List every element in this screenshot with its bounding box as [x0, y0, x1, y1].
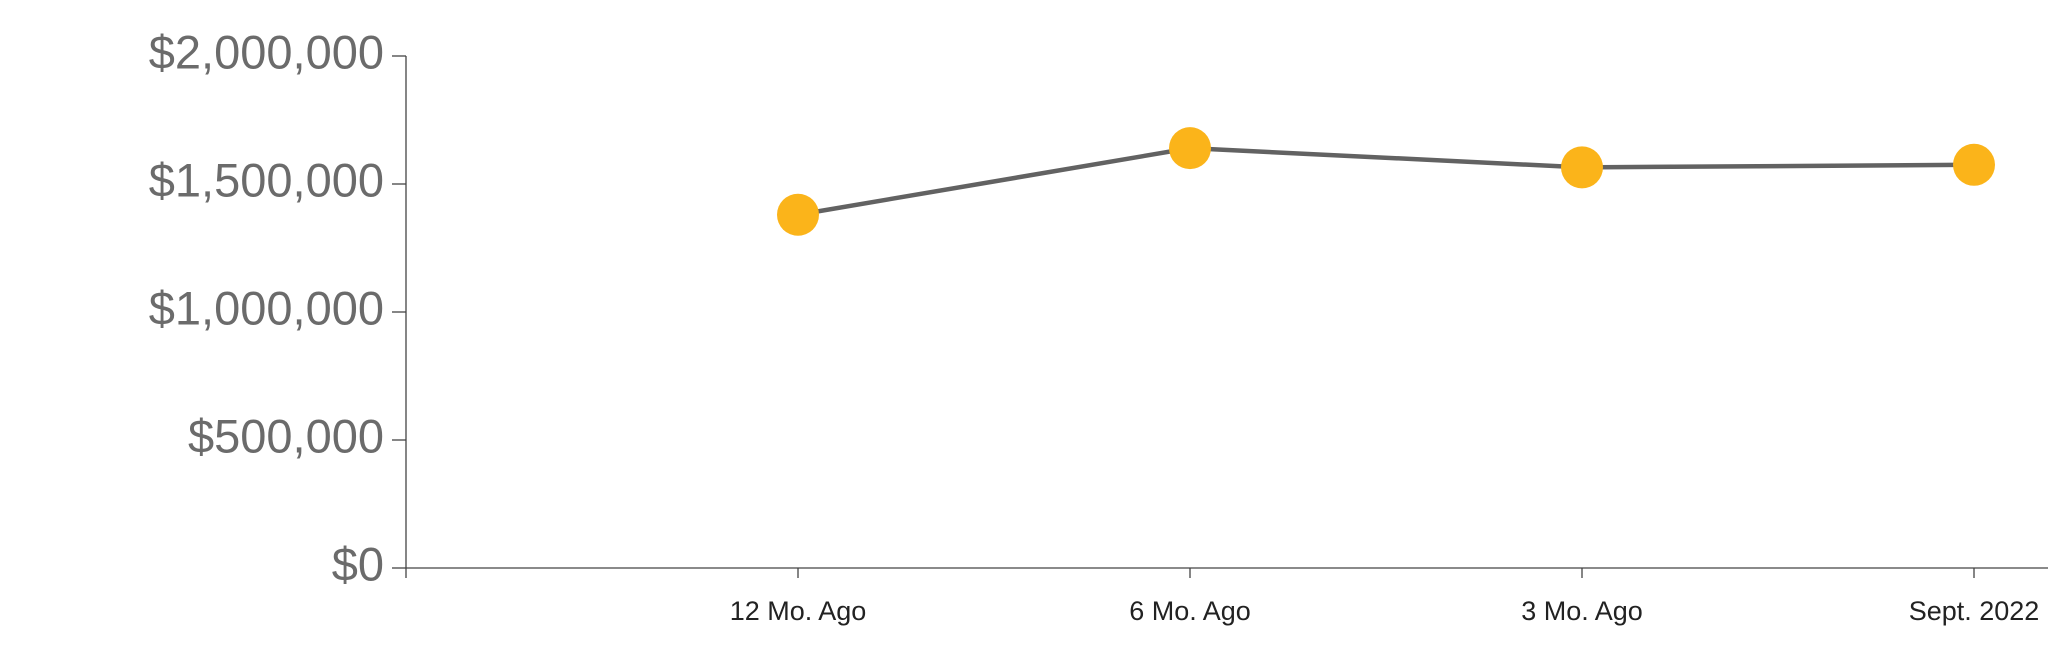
y-tick-label: $2,000,000	[149, 25, 384, 78]
x-tick-label: 12 Mo. Ago	[730, 596, 867, 626]
y-tick-label: $1,500,000	[149, 153, 384, 206]
x-tick-label: Sept. 2022	[1909, 596, 2040, 626]
y-tick-label: $1,000,000	[149, 281, 384, 334]
marker	[1561, 146, 1603, 189]
marker	[1169, 127, 1211, 170]
x-tick-label: 6 Mo. Ago	[1129, 596, 1251, 626]
y-tick-label: $0	[332, 537, 384, 590]
marker	[777, 193, 819, 236]
y-tick-label: $500,000	[188, 409, 384, 462]
marker	[1953, 143, 1995, 186]
x-tick-label: 3 Mo. Ago	[1521, 596, 1643, 626]
line	[797, 145, 1975, 217]
